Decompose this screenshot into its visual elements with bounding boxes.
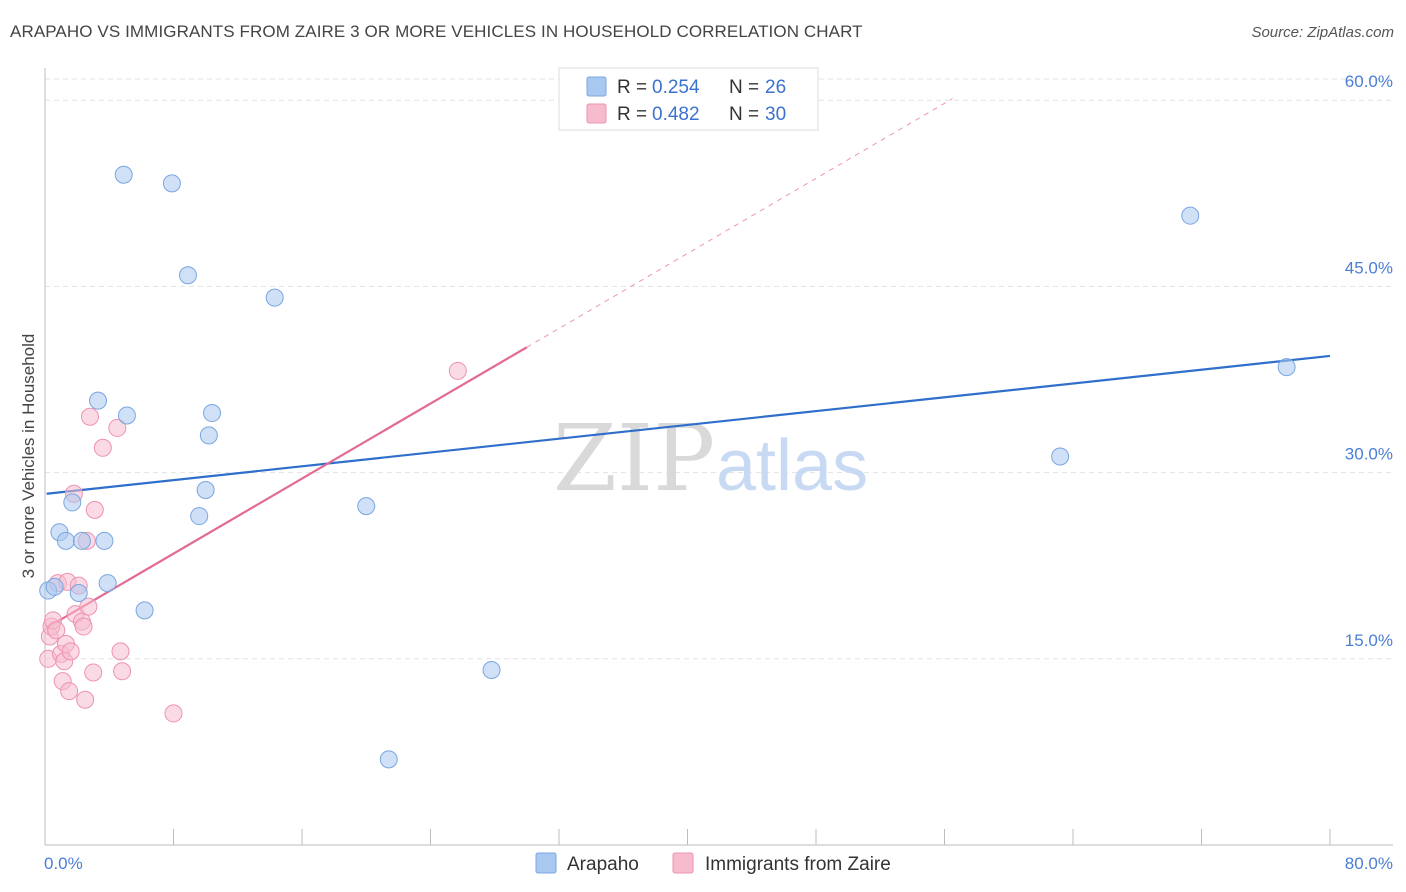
grid-lines bbox=[45, 78, 1393, 660]
arapaho-point bbox=[69, 584, 88, 603]
zaire-point bbox=[164, 704, 183, 723]
arapaho-point bbox=[72, 531, 91, 550]
zaire-point bbox=[108, 418, 127, 437]
y-tick-label-60: 60.0% bbox=[1345, 72, 1393, 91]
zaire-point bbox=[85, 500, 104, 519]
arapaho-point bbox=[98, 574, 117, 593]
y-tick-label-15: 15.0% bbox=[1345, 631, 1393, 650]
arapaho-point bbox=[162, 174, 181, 193]
trend-line-zaire-extension bbox=[526, 98, 953, 348]
arapaho-point bbox=[357, 497, 376, 516]
legend-r-value-zaire: 0.482 bbox=[652, 104, 700, 125]
arapaho-point bbox=[135, 601, 154, 620]
arapaho-point bbox=[265, 288, 284, 307]
legend-r-label-zaire: R = bbox=[617, 104, 647, 125]
arapaho-point bbox=[178, 266, 197, 285]
zaire-point bbox=[113, 662, 132, 681]
legend-swatch-arapaho bbox=[586, 76, 607, 97]
x-tick-label-max: 80.0% bbox=[1345, 854, 1393, 873]
watermark-atlas: atlas bbox=[716, 426, 868, 506]
zaire-point bbox=[84, 663, 103, 682]
bottom-legend-swatch-arapaho bbox=[535, 852, 557, 874]
arapaho-point bbox=[56, 531, 75, 550]
series-arapaho bbox=[39, 165, 1296, 769]
y-tick-label-30: 30.0% bbox=[1345, 445, 1393, 464]
zaire-point bbox=[448, 361, 467, 380]
zaire-point bbox=[111, 642, 130, 661]
arapaho-point bbox=[63, 493, 82, 512]
chart-title: ARAPAHO VS IMMIGRANTS FROM ZAIRE 3 OR MO… bbox=[10, 22, 863, 41]
arapaho-point bbox=[45, 577, 64, 596]
y-axis-label: 3 or more Vehicles in Household bbox=[19, 334, 38, 579]
source-label: Source: ZipAtlas.com bbox=[1251, 24, 1394, 41]
bottom-legend-swatch-zaire bbox=[672, 852, 694, 874]
zaire-point bbox=[80, 407, 99, 426]
legend-n-value-arapaho: 26 bbox=[765, 77, 786, 98]
zaire-point bbox=[76, 690, 95, 709]
x-tick-label-min: 0.0% bbox=[44, 854, 83, 873]
legend-r-value-arapaho: 0.254 bbox=[652, 77, 700, 98]
zaire-point bbox=[79, 597, 98, 616]
arapaho-point bbox=[89, 391, 108, 410]
zaire-point bbox=[61, 642, 80, 661]
x-axis-ticks bbox=[44, 829, 1331, 845]
legend-swatch-zaire bbox=[586, 103, 607, 124]
trend-lines bbox=[46, 98, 1331, 629]
y-tick-label-45: 45.0% bbox=[1345, 258, 1393, 277]
legend-n-value-zaire: 30 bbox=[765, 104, 786, 125]
zaire-point bbox=[93, 438, 112, 457]
arapaho-point bbox=[114, 165, 133, 184]
zaire-point bbox=[47, 621, 66, 640]
arapaho-point bbox=[196, 480, 215, 499]
legend-n-label-arapaho: N = bbox=[729, 77, 759, 98]
y-tick-labels: 15.0% 30.0% 45.0% 60.0% bbox=[1345, 72, 1393, 650]
zaire-point bbox=[60, 682, 79, 701]
arapaho-point bbox=[482, 660, 501, 679]
watermark-zip: ZIP bbox=[553, 405, 715, 512]
arapaho-point bbox=[117, 406, 136, 425]
legend-n-label-zaire: N = bbox=[729, 104, 759, 125]
bottom-legend-label-arapaho: Arapaho bbox=[567, 854, 639, 875]
arapaho-point bbox=[203, 404, 222, 423]
arapaho-point bbox=[190, 507, 209, 526]
series-legend: Arapaho Immigrants from Zaire bbox=[535, 852, 891, 875]
bottom-legend-label-zaire: Immigrants from Zaire bbox=[705, 854, 891, 875]
arapaho-point bbox=[199, 426, 218, 445]
trend-line-zaire bbox=[46, 346, 528, 629]
trend-line-arapaho bbox=[46, 354, 1331, 495]
arapaho-point bbox=[379, 750, 398, 769]
correlation-legend: R = 0.254 N = 26 R = 0.482 N = 30 bbox=[558, 67, 819, 131]
legend-r-label-arapaho: R = bbox=[617, 77, 647, 98]
arapaho-point bbox=[95, 531, 114, 550]
arapaho-point bbox=[1051, 447, 1070, 466]
arapaho-point bbox=[1277, 358, 1296, 377]
arapaho-point bbox=[1181, 206, 1200, 225]
watermark: ZIP atlas bbox=[553, 405, 868, 512]
zaire-point bbox=[74, 617, 93, 636]
